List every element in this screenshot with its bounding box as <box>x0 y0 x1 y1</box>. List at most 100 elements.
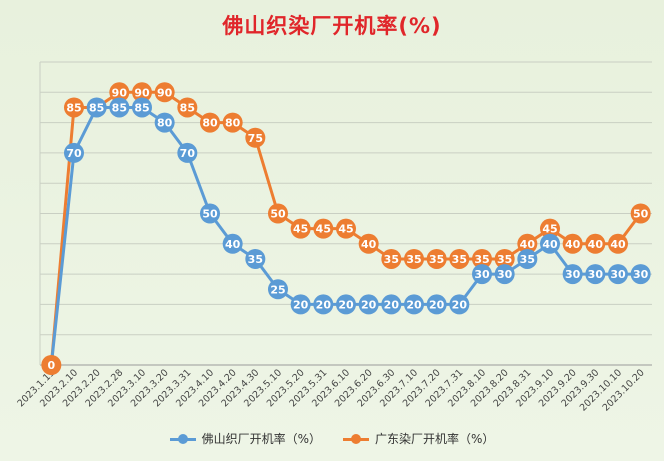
data-point <box>608 233 628 254</box>
data-point <box>268 203 288 224</box>
data-point <box>290 294 311 315</box>
legend-item-foshan: 佛山织厂开机率（%） <box>169 430 321 447</box>
legend-item-guangdong: 广东染厂开机率（%） <box>343 430 494 447</box>
data-label: 85 <box>89 101 104 114</box>
data-point <box>494 248 515 269</box>
data-label: 35 <box>429 253 444 266</box>
data-point <box>540 233 560 254</box>
data-label: 45 <box>316 223 331 236</box>
data-point <box>404 294 424 315</box>
legend-label-foshan: 佛山织厂开机率（%） <box>201 432 321 446</box>
data-point <box>177 97 198 118</box>
data-label: 30 <box>474 268 490 281</box>
data-label: 35 <box>248 253 263 266</box>
data-label: 20 <box>384 298 400 311</box>
data-point <box>517 233 538 254</box>
data-label: 45 <box>338 223 353 236</box>
data-point <box>472 248 492 269</box>
data-point <box>245 127 266 148</box>
data-point <box>109 97 130 118</box>
data-label: 40 <box>361 238 377 251</box>
data-point <box>132 97 152 118</box>
data-label: 50 <box>202 208 218 221</box>
data-label: 35 <box>474 253 489 266</box>
data-label: 80 <box>225 117 241 130</box>
data-label: 45 <box>293 223 308 236</box>
data-point <box>86 97 107 118</box>
data-label: 35 <box>452 253 467 266</box>
data-label: 0 <box>48 359 56 372</box>
data-point <box>313 294 334 315</box>
data-label: 40 <box>520 238 536 251</box>
data-label: 20 <box>452 298 468 311</box>
data-label: 35 <box>406 253 421 266</box>
data-point <box>562 264 583 285</box>
data-label: 85 <box>66 101 81 114</box>
legend-swatch-guangdong <box>343 433 369 445</box>
data-label: 80 <box>202 117 218 130</box>
data-point <box>404 248 424 269</box>
data-label: 20 <box>406 298 422 311</box>
data-label: 35 <box>520 253 535 266</box>
data-label: 30 <box>633 268 649 281</box>
chart-title: 佛山织染厂开机率(%) <box>222 14 442 38</box>
data-point <box>132 82 152 103</box>
data-point <box>585 264 606 285</box>
data-label: 90 <box>157 86 173 99</box>
data-label: 70 <box>66 147 82 160</box>
data-label: 50 <box>633 208 649 221</box>
data-point <box>426 248 447 269</box>
data-point <box>472 264 492 285</box>
data-label: 40 <box>225 238 241 251</box>
data-label: 85 <box>134 101 149 114</box>
data-point <box>608 264 628 285</box>
data-label: 30 <box>588 268 604 281</box>
data-point <box>222 112 243 133</box>
data-point <box>268 279 288 300</box>
data-label: 30 <box>497 268 513 281</box>
data-label: 90 <box>112 86 128 99</box>
data-label: 20 <box>316 298 332 311</box>
data-label: 30 <box>565 268 581 281</box>
data-point <box>109 82 130 103</box>
data-label: 20 <box>361 298 377 311</box>
data-point <box>245 248 266 269</box>
data-point <box>517 248 538 269</box>
data-point <box>177 142 198 163</box>
data-point <box>222 233 243 254</box>
legend-label-guangdong: 广东染厂开机率（%） <box>375 432 495 446</box>
data-point <box>494 264 515 285</box>
data-label: 20 <box>338 298 354 311</box>
legend-swatch-foshan <box>169 433 196 445</box>
data-point <box>41 355 62 375</box>
data-label: 45 <box>542 223 557 236</box>
data-label: 35 <box>384 253 399 266</box>
data-label: 70 <box>180 147 196 160</box>
data-label: 40 <box>542 238 558 251</box>
data-label: 85 <box>112 101 127 114</box>
data-label: 20 <box>293 298 309 311</box>
data-label: 20 <box>429 298 445 311</box>
data-point <box>200 112 220 133</box>
data-point <box>630 264 651 285</box>
legend: 佛山织厂开机率（%） 广东染厂开机率（%） <box>0 430 664 447</box>
data-point <box>154 82 175 103</box>
data-point <box>200 203 220 224</box>
data-point <box>381 294 402 315</box>
data-point <box>313 218 334 239</box>
data-label: 40 <box>610 238 626 251</box>
data-point <box>630 203 651 224</box>
data-label: 35 <box>497 253 512 266</box>
data-label: 75 <box>248 132 263 145</box>
data-label: 50 <box>270 208 286 221</box>
data-point <box>64 97 84 118</box>
data-point <box>540 218 560 239</box>
data-point <box>585 233 606 254</box>
data-point <box>336 218 356 239</box>
data-point <box>358 294 379 315</box>
data-point <box>426 294 447 315</box>
data-label: 40 <box>565 238 581 251</box>
data-point <box>562 233 583 254</box>
data-label: 90 <box>134 86 150 99</box>
